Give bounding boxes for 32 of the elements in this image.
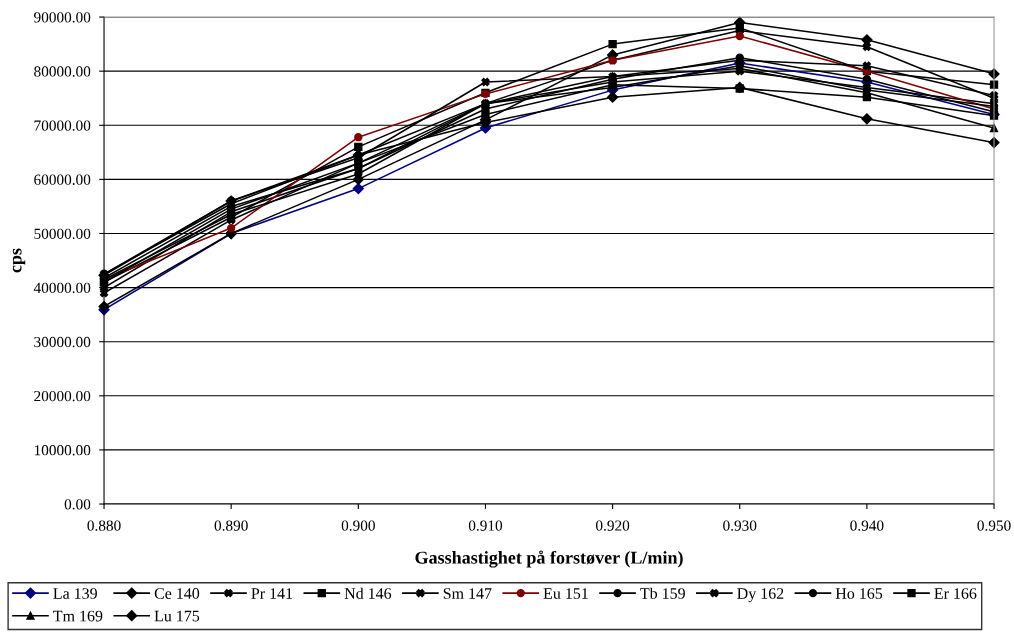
y-tick-label: 40000.00: [33, 282, 91, 294]
y-tick-label: 0.00: [64, 499, 91, 510]
y-tick-label: 30000.00: [34, 336, 91, 348]
y-tick-label: 50000.00: [34, 228, 91, 240]
legend-label: Er 166: [934, 588, 977, 599]
x-axis-title: Gasshastighet på forstøver (L/min): [415, 550, 683, 568]
y-tick-label: 80000.00: [34, 66, 91, 77]
y-tick-label: 90000.00: [34, 12, 91, 23]
x-tick-label: 0.950: [977, 520, 1011, 531]
y-tick-label: 70000.00: [34, 120, 91, 131]
legend-label: Ce 140: [154, 588, 200, 599]
x-tick-label: 0.920: [596, 520, 630, 531]
legend-label: Tm 169: [53, 610, 103, 622]
y-tick-label: 20000.00: [34, 390, 91, 402]
legend-label: Nd 146: [344, 587, 392, 599]
y-axis-title: cps: [12, 248, 26, 273]
x-tick-label: 0.900: [341, 520, 375, 531]
legend-label: Tb 159: [640, 587, 685, 599]
legend-label: Eu 151: [543, 588, 588, 599]
legend-label: Sm 147: [443, 588, 492, 599]
legend-label: Pr 141: [251, 588, 293, 599]
x-tick-label: 0.910: [468, 520, 503, 531]
x-tick-label: 0.940: [850, 520, 884, 531]
y-tick-label: 10000.00: [34, 445, 91, 456]
legend-label: Dy 162: [737, 588, 784, 603]
x-tick-label: 0.890: [214, 520, 248, 531]
x-tick-label: 0.880: [87, 520, 121, 531]
legend-label: La 139: [53, 588, 97, 599]
x-tick-label: 0.930: [723, 520, 757, 531]
legend-label: Ho 165: [835, 588, 883, 599]
y-tick-label: 60000.00: [34, 174, 91, 185]
legend-label: Lu 175: [154, 610, 200, 622]
